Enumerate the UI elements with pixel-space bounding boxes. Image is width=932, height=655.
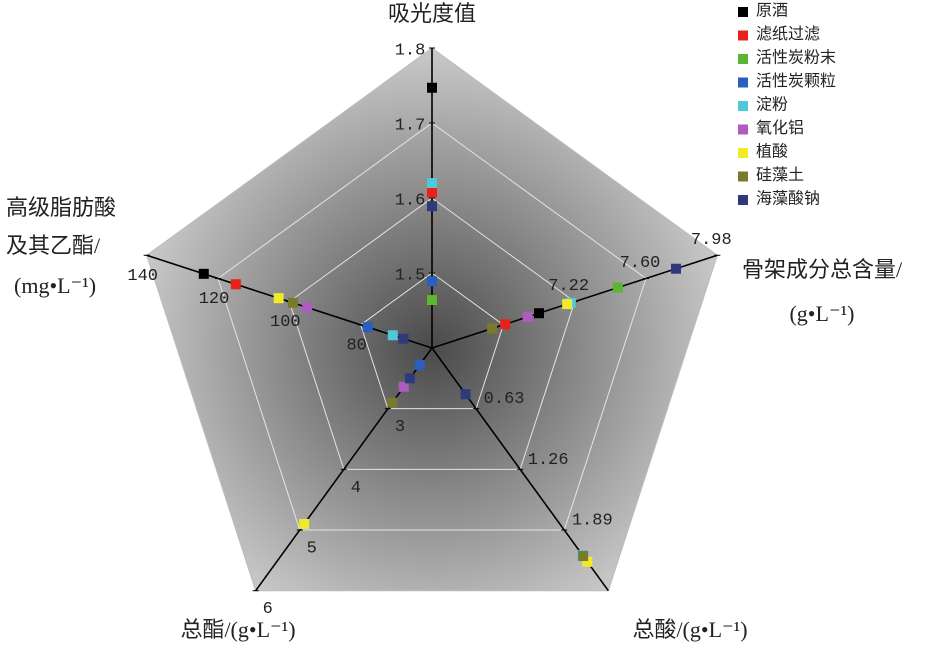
tick-label: 1.5 (395, 266, 426, 285)
tick-label: 7.22 (548, 277, 589, 296)
tick-label: 3 (395, 418, 405, 437)
data-point (427, 295, 437, 305)
data-point (578, 551, 589, 562)
legend-swatch (738, 195, 748, 205)
data-point (500, 319, 511, 330)
legend-label: 硅藻土 (756, 166, 804, 184)
data-point (427, 276, 437, 287)
legend-swatch (738, 124, 748, 135)
data-point (302, 302, 313, 313)
legend-swatch (738, 7, 748, 17)
data-point (582, 556, 593, 567)
data-point (273, 293, 284, 304)
legend-label: 活性炭粉末 (756, 49, 836, 67)
tick-label: 7.98 (691, 231, 732, 250)
axis-label: 总酯/(g•L⁻¹) (180, 617, 295, 642)
axis-label: 总酸/(g•L⁻¹) (632, 617, 747, 642)
axis-label: (g•L⁻¹) (789, 301, 854, 326)
tick-label: 0.63 (484, 390, 525, 409)
legend-label: 海藻酸钠 (756, 190, 820, 208)
grid-ring (217, 122, 647, 531)
tick-label: 1.7 (395, 116, 426, 135)
data-point (287, 297, 298, 308)
tick-label: 100 (270, 313, 301, 332)
data-point (398, 333, 409, 344)
tick-label: 4 (351, 479, 361, 498)
legend-swatch (738, 171, 748, 182)
tick-label: 1.26 (528, 451, 569, 470)
data-point (198, 268, 209, 279)
data-point (612, 282, 623, 293)
tick-label: 7.60 (620, 254, 661, 273)
legend-label: 植酸 (756, 143, 788, 161)
legend-swatch (738, 77, 748, 88)
data-point (299, 518, 310, 529)
axis-label: 骨架成分总含量/ (742, 257, 903, 282)
data-point (414, 359, 425, 370)
axis-label: 吸光度值 (388, 1, 476, 26)
data-point (404, 373, 415, 384)
legend-label: 氧化铝 (756, 119, 804, 137)
tick-label: 1.8 (395, 41, 426, 60)
legend-swatch (738, 54, 748, 64)
legend-swatch (738, 148, 748, 158)
data-point (671, 263, 682, 274)
data-point (427, 187, 437, 198)
grid-ring (288, 197, 576, 470)
legend-label: 活性炭颗粒 (756, 72, 836, 90)
data-point (387, 397, 398, 408)
tick-label: 120 (199, 290, 230, 309)
data-point (427, 82, 437, 93)
data-point (487, 323, 498, 334)
tick-label: 1.6 (395, 191, 426, 210)
data-point (522, 311, 533, 322)
data-point (398, 381, 409, 392)
data-point (460, 389, 471, 400)
data-point (387, 330, 398, 341)
axis-label: 及其乙酯/ (6, 233, 101, 258)
tick-label: 1.89 (572, 512, 613, 531)
axis-label: 高级脂肪酸 (6, 195, 116, 220)
data-point (427, 201, 437, 212)
legend-swatch (738, 101, 748, 111)
legend-label: 淀粉 (756, 96, 788, 114)
grid-ring (360, 272, 504, 410)
data-point (533, 308, 544, 319)
data-point (362, 322, 373, 333)
legend-swatch (738, 30, 748, 41)
tick-label: 6 (263, 600, 273, 619)
tick-label: 5 (307, 540, 317, 559)
tick-label: 140 (127, 267, 158, 286)
legend-label: 原酒 (756, 2, 788, 20)
axis-label: (mg•L⁻¹) (14, 273, 96, 298)
data-point (427, 178, 437, 188)
data-point (230, 279, 241, 290)
legend-label: 滤纸过滤 (756, 25, 820, 43)
data-point (562, 299, 573, 310)
tick-label: 80 (346, 336, 366, 355)
